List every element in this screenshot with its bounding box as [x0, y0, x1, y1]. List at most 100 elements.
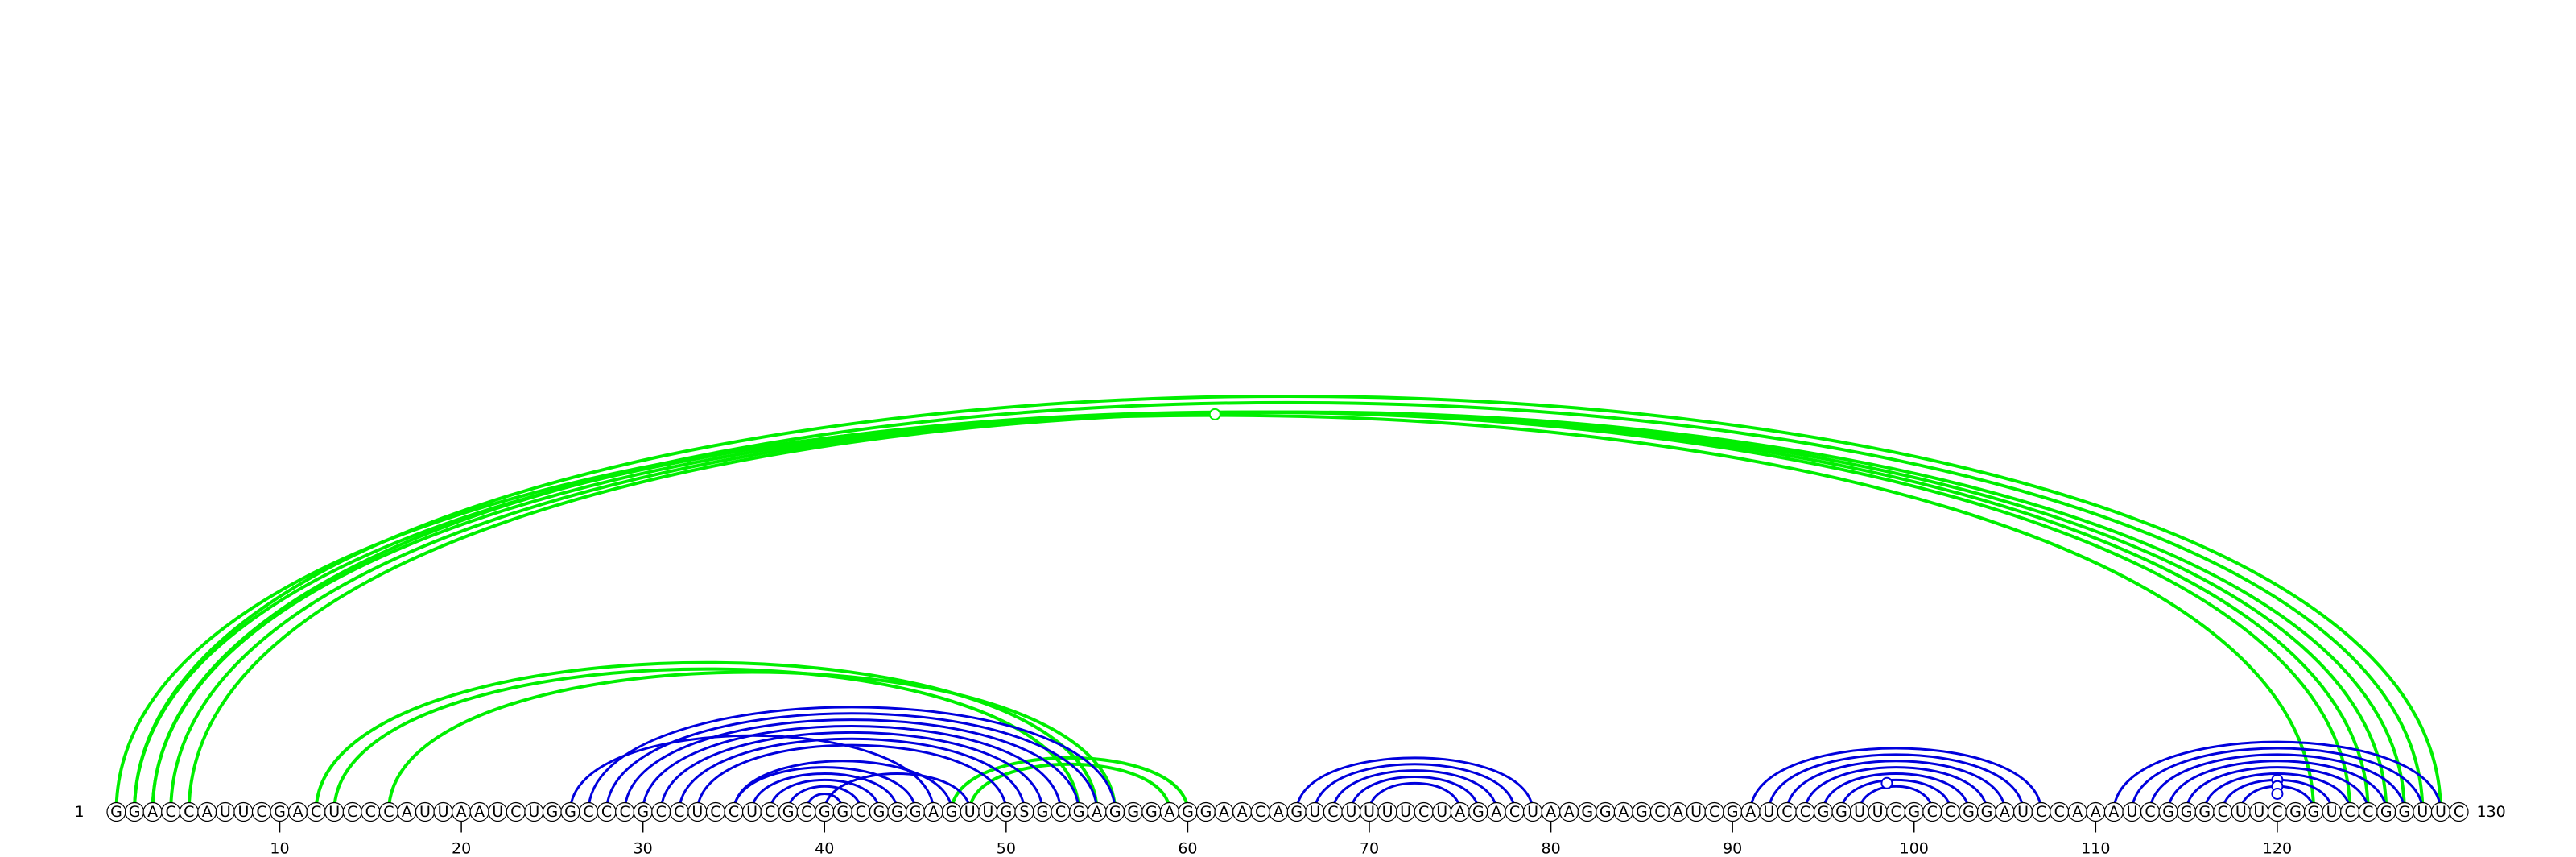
svg-text:A: A: [2000, 803, 2010, 821]
svg-text:U: U: [964, 803, 976, 821]
tick-label-80: 80: [1541, 840, 1560, 857]
base-pair-arc-96-102: [1840, 778, 1952, 813]
svg-text:G: G: [819, 803, 831, 821]
svg-text:C: C: [1709, 803, 1719, 821]
svg-text:G: G: [2380, 803, 2392, 821]
nucleotide-92: U: [1759, 801, 1779, 822]
svg-text:U: U: [1382, 803, 1393, 821]
base-pair-arc-2-124: [133, 410, 2352, 813]
tick-label-30: 30: [634, 840, 653, 857]
nucleotide-25: G: [542, 801, 562, 822]
nucleotide-67: U: [1305, 801, 1325, 822]
nucleotide-41: G: [832, 801, 852, 822]
nucleotide-110: A: [2086, 801, 2106, 822]
svg-text:C: C: [2036, 803, 2046, 821]
svg-text:U: U: [1364, 803, 1375, 821]
nucleotide-20: A: [452, 801, 472, 822]
svg-text:C: C: [710, 803, 720, 821]
nucleotide-2: G: [124, 801, 145, 822]
svg-text:U: U: [237, 803, 249, 821]
tick-label-10: 10: [270, 840, 289, 857]
base-pair-arc-94-104: [1803, 766, 1988, 813]
nucleotide-89: C: [1704, 801, 1724, 822]
svg-text:C: C: [674, 803, 684, 821]
nucleotide-84: A: [1613, 801, 1633, 822]
svg-text:A: A: [402, 803, 412, 821]
svg-text:G: G: [2308, 803, 2320, 821]
svg-text:G: G: [637, 803, 649, 821]
pair-markers: [1208, 408, 2284, 800]
svg-text:G: G: [1073, 803, 1085, 821]
base-pair-arc-33-50: [696, 743, 1008, 813]
base-pair-arc-115-125: [2185, 766, 2370, 813]
nucleotide-36: U: [741, 801, 762, 822]
nucleotide-40: G: [815, 801, 835, 822]
nucleotide-120: C: [2267, 801, 2288, 822]
nucleotide-98: U: [1868, 801, 1888, 822]
nucleotide-35: C: [724, 801, 744, 822]
nucleotide-32: C: [669, 801, 689, 822]
nucleotide-82: G: [1577, 801, 1597, 822]
svg-text:G: G: [910, 803, 922, 821]
nucleotide-121: G: [2285, 801, 2306, 822]
svg-text:A: A: [474, 803, 485, 821]
nucleotide-129: U: [2430, 801, 2451, 822]
base-pair-arc-113-127: [2149, 753, 2406, 813]
nucleotide-43: G: [869, 801, 890, 822]
nucleotide-88: U: [1686, 801, 1707, 822]
nucleotide-71: U: [1377, 801, 1397, 822]
nucleotide-78: C: [1505, 801, 1525, 822]
nucleotide-33: U: [687, 801, 708, 822]
base-pair-arc-95-103: [1822, 772, 1970, 813]
svg-text:A: A: [1564, 803, 1575, 821]
base-pair-arc-114-126: [2167, 760, 2388, 813]
nucleotide-104: G: [1976, 801, 1997, 822]
svg-text:U: U: [1872, 803, 1884, 821]
nucleotide-86: C: [1649, 801, 1670, 822]
tick-label-90: 90: [1723, 840, 1742, 857]
svg-text:C: C: [1418, 803, 1429, 821]
svg-text:C: C: [2363, 803, 2373, 821]
nucleotide-18: U: [415, 801, 436, 822]
svg-text:G: G: [1127, 803, 1139, 821]
svg-text:G: G: [1290, 803, 1302, 821]
svg-text:A: A: [456, 803, 467, 821]
svg-text:U: U: [2017, 803, 2029, 821]
base-pair-arcs: [114, 394, 2442, 813]
base-pair-arc-38-42: [786, 785, 862, 813]
svg-text:U: U: [1436, 803, 1447, 821]
svg-text:C: C: [583, 803, 593, 821]
svg-text:A: A: [1092, 803, 1102, 821]
nucleotide-106: U: [2013, 801, 2033, 822]
base-pair-arc-68-77: [1331, 769, 1498, 813]
svg-text:C: C: [510, 803, 521, 821]
nucleotide-94: C: [1795, 801, 1815, 822]
pair-marker-119-121: [2271, 787, 2284, 800]
base-pair-arc-4-126: [169, 410, 2388, 813]
nucleotide-130: C: [2449, 801, 2469, 822]
base-pair-arc-16-56: [386, 670, 1117, 813]
svg-text:U: U: [746, 803, 758, 821]
svg-text:A: A: [1745, 803, 1756, 821]
nucleotide-4: C: [161, 801, 181, 822]
pair-marker-1-122: [1208, 408, 1221, 420]
base-pair-arc-30-53: [642, 725, 1063, 813]
nucleotide-115: G: [2177, 801, 2197, 822]
base-pair-arc-28-55: [605, 712, 1099, 813]
nucleotide-112: U: [2122, 801, 2142, 822]
base-pair-arc-2-129: [133, 394, 2442, 813]
nucleotide-122: G: [2303, 801, 2324, 822]
base-pair-arc-29-54: [623, 718, 1080, 813]
nucleotide-38: G: [778, 801, 799, 822]
svg-text:G: G: [2181, 803, 2193, 821]
nucleotide-1: G: [106, 801, 126, 822]
svg-text:C: C: [1781, 803, 1792, 821]
nucleotide-55: A: [1087, 801, 1107, 822]
svg-text:C: C: [2054, 803, 2065, 821]
pair-marker-96-101: [1880, 776, 1893, 789]
nucleotide-54: G: [1068, 801, 1089, 822]
nucleotide-95: G: [1813, 801, 1834, 822]
nucleotide-97: U: [1849, 801, 1870, 822]
svg-text:G: G: [2198, 803, 2211, 821]
